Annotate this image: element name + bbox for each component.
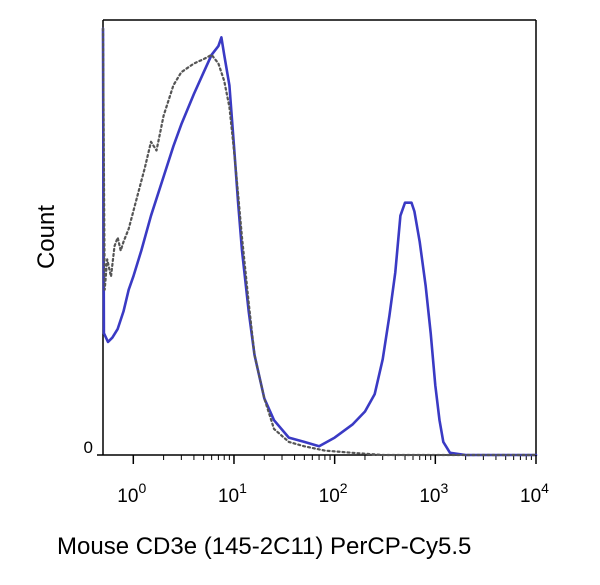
x-tick-label-exponent: 2 [340,480,348,496]
x-tick-label-base: 10 [319,486,340,507]
y-axis-title: Count [33,205,60,269]
x-tick-label-exponent: 1 [239,480,247,496]
x-tick-label-base: 10 [419,486,440,507]
stained-histogram-curve [101,27,538,457]
control-histogram-curve [101,27,538,457]
x-tick-label: 101 [218,480,247,507]
x-tick-label: 100 [117,480,146,507]
x-tick-label: 103 [419,480,448,507]
x-tick-label-exponent: 0 [138,480,146,496]
x-tick-label: 104 [520,480,549,507]
x-axis-title: Mouse CD3e (145-2C11) PerCP-Cy5.5 [57,533,471,560]
x-tick-label-base: 10 [218,486,239,507]
x-tick-label-exponent: 4 [541,480,549,496]
x-tick-label-exponent: 3 [440,480,448,496]
x-tick-label-base: 10 [520,486,541,507]
x-tick-label-base: 10 [117,486,138,507]
y-tick-label: 0 [84,438,93,457]
x-tick-label: 102 [319,480,348,507]
